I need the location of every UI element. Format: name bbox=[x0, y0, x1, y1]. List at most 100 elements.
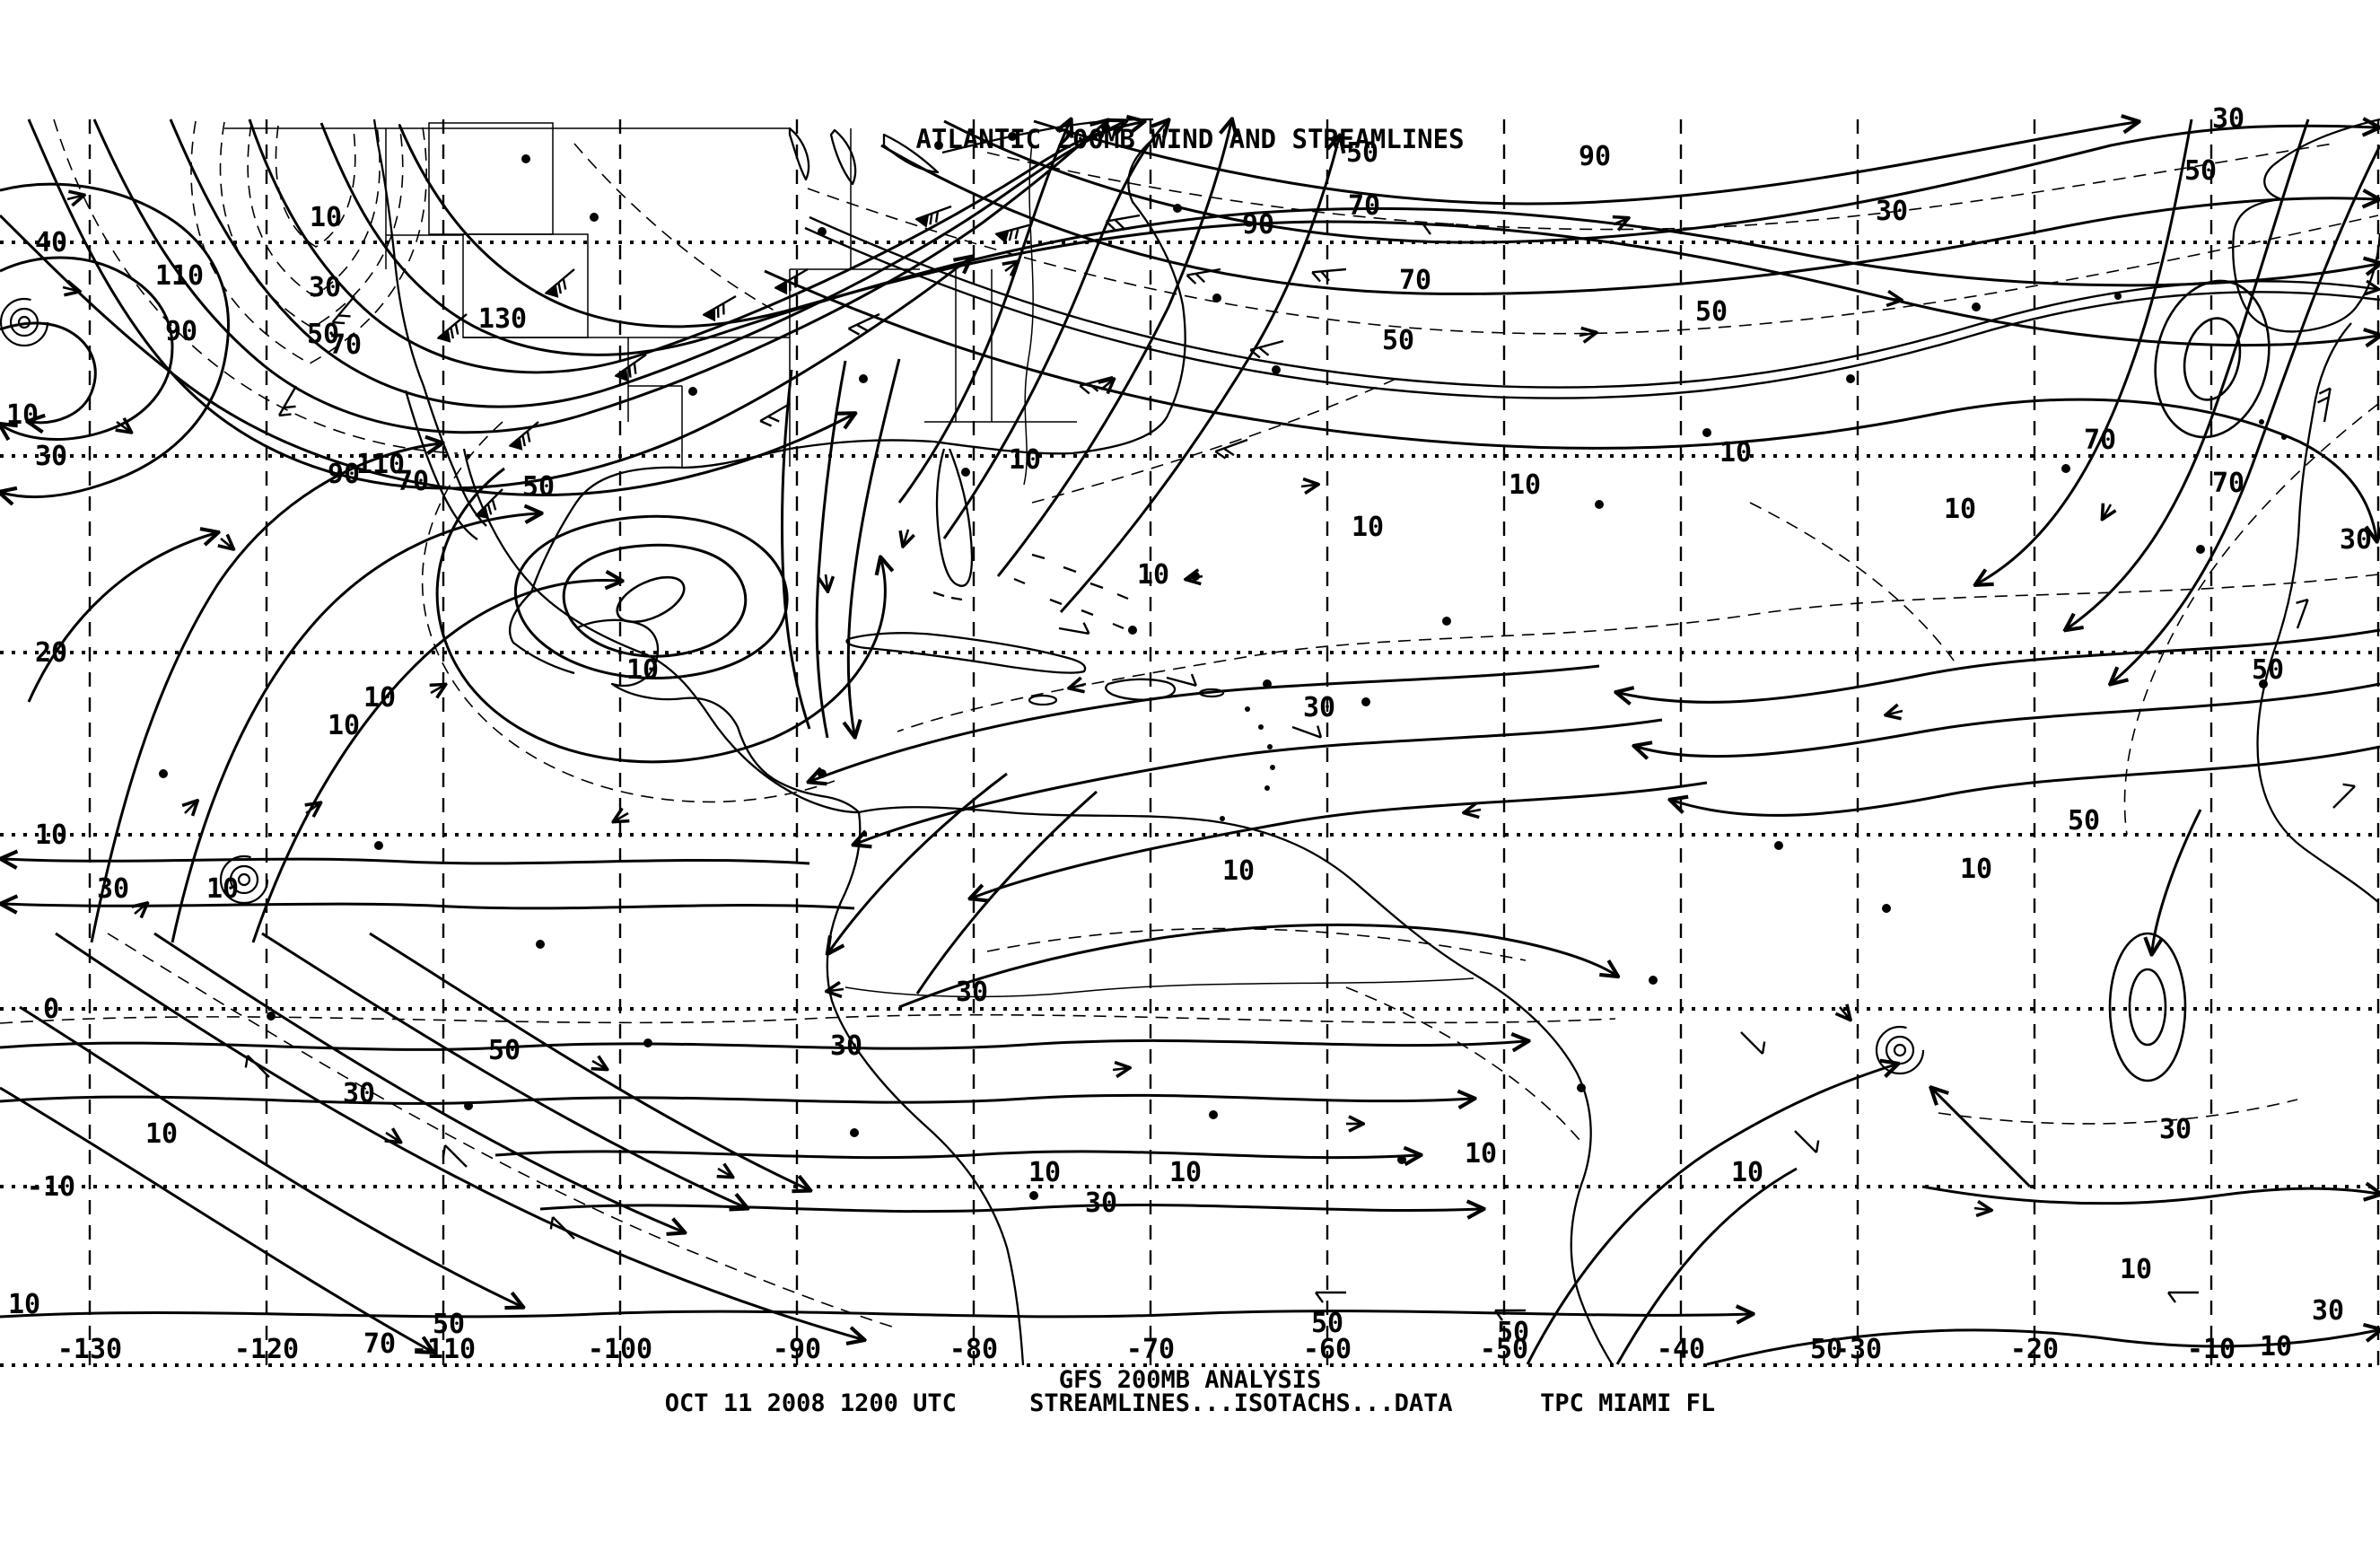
lon-label: -110 bbox=[411, 1334, 476, 1365]
isotach-label: 10 bbox=[6, 399, 39, 431]
isotach-label: 70 bbox=[2212, 468, 2244, 499]
isotach-label: 30 bbox=[97, 873, 129, 905]
isotach-label: 90 bbox=[328, 459, 360, 490]
isotach-label: 10 bbox=[206, 873, 239, 905]
vortex-spiral bbox=[237, 872, 251, 887]
station-dot-layer bbox=[159, 123, 2268, 1200]
isotach-label: 70 bbox=[1399, 265, 1431, 296]
isotach-label: 10 bbox=[1719, 437, 1752, 469]
vortex-spiral bbox=[1885, 1035, 1915, 1065]
isotach-label: 50 bbox=[1382, 325, 1414, 356]
isotach-label: 10 bbox=[2260, 1331, 2292, 1363]
isotach-label: 30 bbox=[956, 977, 988, 1008]
isotach-label: 10 bbox=[1509, 469, 1541, 501]
lat-label: 0 bbox=[43, 994, 59, 1025]
isotach-label: 50 bbox=[2068, 805, 2100, 837]
arrowhead-layer bbox=[62, 196, 2111, 1210]
isotach-label: 30 bbox=[1876, 196, 1908, 227]
isotach-label: 10 bbox=[1960, 854, 1992, 885]
isotach-label: 10 bbox=[1169, 1157, 1202, 1188]
lat-label: -10 bbox=[27, 1171, 75, 1203]
isotach-label: 70 bbox=[329, 329, 362, 361]
isotach-label: 50 bbox=[1810, 1334, 1842, 1365]
isotach-label: 70 bbox=[363, 1328, 396, 1360]
lon-label: -10 bbox=[2187, 1334, 2236, 1365]
isotach-label: 90 bbox=[1579, 141, 1611, 172]
isotach-label: 10 bbox=[8, 1289, 40, 1320]
isotach-label-layer: 40 30 20 10 0 -10 -130 -120 -110 -100 -90 -80 -70 -60… bbox=[6, 103, 2372, 1365]
vortex-spiral bbox=[17, 315, 31, 329]
footer-analysis-line: GFS 200MB ANALYSIS bbox=[1058, 1366, 1322, 1394]
circulation-cell bbox=[616, 575, 686, 624]
isotach-label: 30 bbox=[343, 1078, 375, 1109]
circulation-cell bbox=[2183, 317, 2242, 401]
isotach-label: 70 bbox=[397, 466, 429, 497]
circulation-cell bbox=[2128, 968, 2167, 1047]
vortex-spiral bbox=[219, 854, 269, 905]
isotach-label: 110 bbox=[356, 449, 405, 480]
isotach-label: 90 bbox=[1242, 209, 1274, 241]
isotach-label: 10 bbox=[1352, 512, 1384, 543]
isotach-label: 110 bbox=[155, 260, 204, 292]
lat-label: 10 bbox=[35, 819, 67, 851]
circulation-cell bbox=[2154, 279, 2271, 439]
vortex-spiral bbox=[229, 864, 259, 895]
isotach-label: 30 bbox=[1085, 1187, 1117, 1219]
isotach-label: 70 bbox=[1348, 190, 1380, 222]
isotach-label: 10 bbox=[1465, 1138, 1497, 1170]
lon-label: -70 bbox=[1126, 1334, 1175, 1365]
isotach-label: 50 bbox=[1695, 296, 1728, 328]
isotach-label: 10 bbox=[1731, 1157, 1763, 1188]
isotach-label: 10 bbox=[145, 1118, 178, 1150]
isotach-label: 10 bbox=[1944, 494, 1976, 525]
isotach-label: 30 bbox=[2312, 1295, 2344, 1327]
isotach-label: 10 bbox=[1137, 559, 1169, 591]
latlon-grid bbox=[0, 119, 2380, 1367]
isotach-label: 30 bbox=[2159, 1114, 2192, 1145]
isotach-label: 30 bbox=[1303, 692, 1335, 723]
isotach-label: 130 bbox=[478, 303, 527, 335]
isotach-label: 10 bbox=[328, 710, 360, 741]
map-title: ATLANTIC 200MB WIND AND STREAMLINES bbox=[915, 124, 1465, 154]
lon-label: -60 bbox=[1303, 1334, 1352, 1365]
streamline-layer bbox=[0, 119, 2380, 1366]
lon-label: -30 bbox=[1833, 1334, 1882, 1365]
vortex-spiral bbox=[0, 297, 49, 347]
isotach-label: 30 bbox=[2340, 524, 2372, 556]
circulation-layer bbox=[0, 279, 2271, 1082]
lat-label: 20 bbox=[35, 637, 67, 669]
isotach-label: 50 bbox=[488, 1035, 521, 1066]
vortex-spiral bbox=[1875, 1025, 1925, 1075]
lon-label: -120 bbox=[234, 1334, 299, 1365]
lon-label: -40 bbox=[1657, 1334, 1705, 1365]
isotach-label: 50 bbox=[1497, 1317, 1529, 1348]
isotach-label: 50 bbox=[307, 319, 339, 350]
isotach-label: 10 bbox=[2120, 1254, 2152, 1285]
isotach-label: 50 bbox=[1346, 137, 1378, 169]
isotach-label: 10 bbox=[310, 202, 342, 233]
lon-label: -100 bbox=[588, 1334, 652, 1365]
vortex-spiral bbox=[9, 307, 39, 337]
isotach-label: 10 bbox=[626, 654, 659, 686]
isotach-label: 50 bbox=[1311, 1308, 1343, 1339]
lon-label: -80 bbox=[949, 1334, 998, 1365]
isotach-label: 10 bbox=[1222, 855, 1255, 887]
lat-label: 30 bbox=[35, 441, 67, 472]
isotach-label: 50 bbox=[2252, 654, 2284, 686]
footer-info-line: OCT 11 2008 1200 UTC STREAMLINES...ISOTA… bbox=[664, 1389, 1716, 1417]
isotach-label: 90 bbox=[165, 316, 197, 347]
isotach-label: 10 bbox=[1009, 444, 1041, 476]
isotach-label: 30 bbox=[309, 272, 341, 303]
vortex-spiral bbox=[1893, 1043, 1907, 1057]
lon-label: -50 bbox=[1480, 1334, 1528, 1365]
isotach-label: 30 bbox=[2212, 103, 2244, 135]
state-border-layer bbox=[385, 122, 1077, 486]
isotach-label: 70 bbox=[2084, 425, 2116, 456]
lon-label: -130 bbox=[57, 1334, 122, 1365]
isotach-label: 30 bbox=[830, 1030, 862, 1062]
isotach-label: 50 bbox=[433, 1309, 465, 1340]
lon-label: -20 bbox=[2010, 1334, 2059, 1365]
isotach-label: 50 bbox=[2184, 155, 2217, 187]
